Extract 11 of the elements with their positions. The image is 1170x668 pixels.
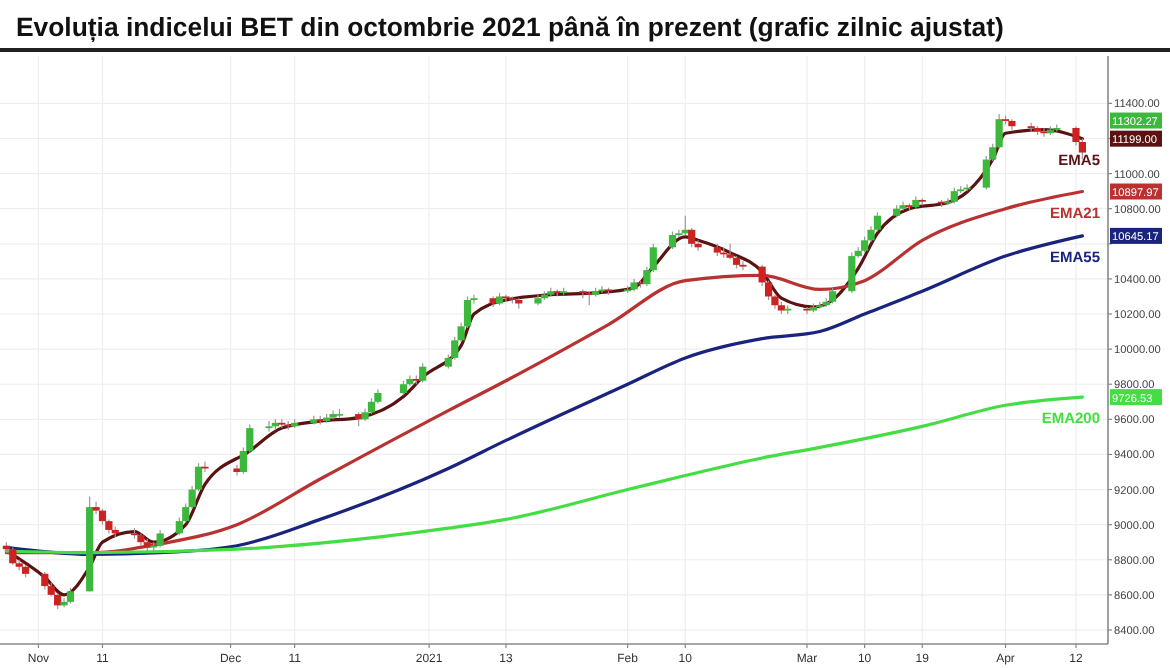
candlestick <box>265 420 273 433</box>
candlestick <box>598 285 606 294</box>
chart-title: Evoluția indicelui BET din octombrie 2021 până în prezent (grafic zilnic ajustat) <box>16 12 1004 44</box>
candlestick <box>848 251 856 294</box>
candlestick <box>233 464 241 477</box>
candlestick <box>1008 118 1016 131</box>
candlestick <box>406 374 414 387</box>
candlestick <box>1027 122 1035 133</box>
candlestick <box>419 362 427 384</box>
candlestick <box>739 260 747 271</box>
candlestick <box>726 243 734 261</box>
